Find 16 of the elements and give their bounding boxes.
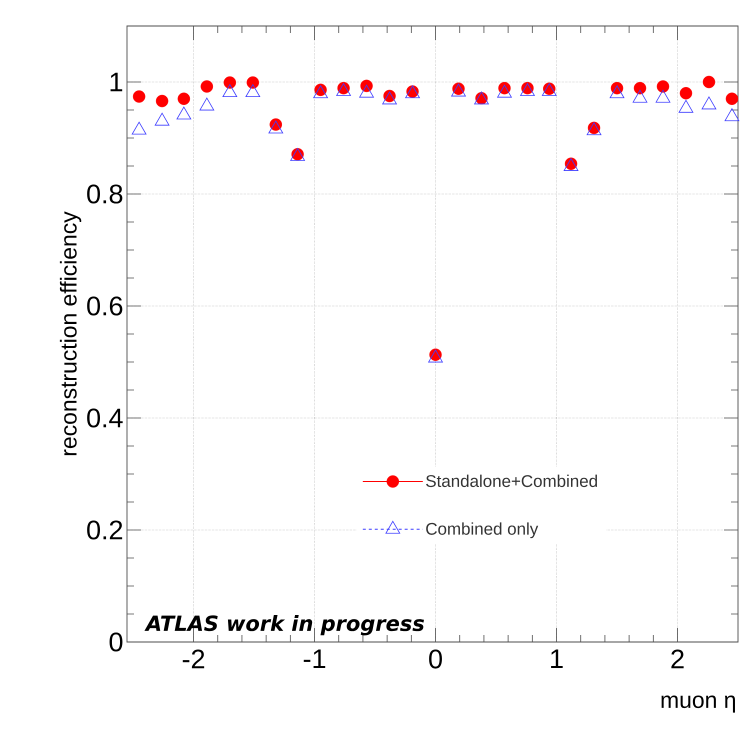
y-tick-label: 0.8: [87, 184, 122, 204]
annotation: ATLAS work in progress: [144, 614, 424, 636]
y-tick-label: 0.6: [87, 296, 122, 316]
x-tick-label: 1: [551, 650, 563, 668]
x-tick-label: 0: [429, 650, 442, 669]
y-tick-label: 0: [110, 632, 122, 652]
x-axis-title: muon η: [662, 696, 735, 713]
y-axis-title: reconstruction efficiency: [60, 211, 82, 456]
y-tick-label: 0.2: [87, 520, 122, 540]
legend-label: Standalone+Combined: [426, 474, 597, 488]
y-tick-label: 0.4: [87, 408, 123, 428]
y-tick-label: 1: [110, 72, 122, 92]
x-tick-label: -1: [304, 650, 326, 668]
x-tick-label: 2: [671, 650, 684, 668]
legend-label: Combined only: [426, 522, 538, 538]
x-tick-label: -2: [182, 650, 204, 668]
